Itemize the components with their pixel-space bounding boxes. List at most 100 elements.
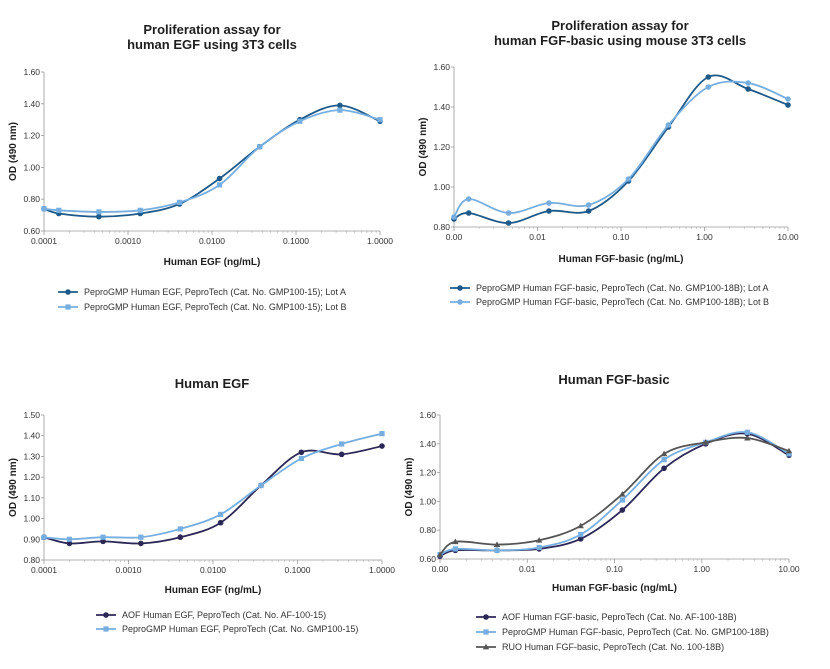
x-axis-label: Human FGF-basic (ng/mL) — [559, 254, 684, 265]
chart-4: Human FGF-basic 0.60 0.80 1.00 1.20 1.40 1.60 0… — [404, 372, 800, 652]
y-tick-label: 1.20 — [23, 131, 40, 141]
data-point — [619, 497, 625, 503]
x-tick-label: 0.1000 — [283, 236, 309, 246]
legend-swatch-marker — [103, 612, 109, 618]
series-line — [43, 445, 383, 545]
legend-entry: PeproGMP Human EGF, PeproTech (Cat. No. … — [58, 287, 346, 297]
data-point — [377, 117, 383, 123]
data-point — [216, 175, 223, 182]
series-1 — [451, 74, 791, 226]
x-tick-label: 0.1000 — [285, 565, 311, 575]
legend-entry: AOF Human EGF, PeproTech (Cat. No. AF-10… — [96, 610, 326, 620]
chart-title: Human EGF — [175, 376, 249, 391]
x-tick-label: 0.00 — [446, 232, 463, 242]
data-point — [465, 210, 472, 216]
legend-entry: PeproGMP Human FGF-basic, PeproTech (Cat… — [476, 627, 769, 637]
data-point — [745, 80, 751, 86]
chart-title: Human FGF-basic — [558, 372, 669, 387]
y-tick-label: 0.80 — [23, 194, 40, 204]
y-tick-label: 1.00 — [433, 182, 450, 192]
data-point — [258, 482, 264, 489]
data-point — [379, 443, 385, 449]
y-axis-label: OD (490 nm) — [8, 458, 19, 517]
x-tick-label: 0.0010 — [115, 236, 141, 246]
chart-title: human EGF using 3T3 cells — [127, 37, 297, 52]
x-tick-label: 0.10 — [606, 564, 623, 574]
y-tick-label: 0.80 — [23, 555, 40, 565]
data-point — [339, 441, 345, 447]
data-point — [665, 122, 672, 128]
x-tick-label: 0.01 — [519, 564, 536, 574]
data-point — [705, 74, 712, 80]
data-point — [585, 202, 592, 208]
data-point — [745, 86, 751, 92]
series-line — [43, 432, 383, 541]
x-tick-label: 0.0010 — [116, 565, 142, 575]
data-point — [660, 450, 668, 457]
x-tick-label: 10.00 — [777, 232, 799, 242]
legend-label: PeproGMP Human FGF-basic, PeproTech (Cat… — [502, 627, 769, 637]
chart-title: Proliferation assay for — [143, 22, 280, 37]
x-tick-label: 1.0000 — [367, 236, 393, 246]
legend-label: PeproGMP Human FGF-basic, PeproTech (Cat… — [476, 283, 768, 293]
series-2 — [451, 80, 791, 220]
x-tick-label: 0.0001 — [31, 565, 57, 575]
series-line — [43, 109, 381, 213]
y-tick-label: 1.60 — [419, 410, 436, 420]
y-tick-label: 1.20 — [419, 468, 436, 478]
y-axis-label: OD (490 nm) — [418, 118, 429, 177]
series-line — [453, 74, 789, 224]
data-point — [505, 220, 512, 226]
y-tick-label: 0.80 — [419, 525, 436, 535]
y-tick-label: 1.20 — [23, 472, 40, 482]
data-point — [535, 537, 543, 543]
data-point — [177, 526, 183, 532]
y-tick-label: 1.20 — [433, 142, 450, 152]
legend-label: PeproGMP Human EGF, PeproTech (Cat. No. … — [84, 302, 346, 312]
x-tick-label: 1.00 — [693, 564, 710, 574]
data-point — [41, 534, 47, 540]
data-point — [452, 538, 459, 545]
data-point — [138, 540, 144, 547]
data-point — [337, 107, 343, 113]
data-point — [619, 507, 626, 513]
data-point — [744, 429, 750, 435]
data-point — [96, 213, 102, 220]
data-point — [100, 538, 106, 545]
data-point — [465, 196, 472, 202]
y-tick-label: 1.40 — [23, 431, 40, 441]
data-point — [100, 534, 106, 540]
data-point — [436, 551, 444, 558]
series-2 — [41, 431, 385, 542]
data-point — [546, 200, 552, 206]
legend-swatch-marker — [482, 643, 490, 650]
data-point — [493, 541, 501, 547]
data-point — [137, 207, 143, 213]
series-2 — [41, 107, 383, 215]
legend-label: PeproGMP Human FGF-basic, PeproTech (Cat… — [476, 297, 769, 307]
x-tick-label: 1.00 — [696, 232, 713, 242]
data-point — [619, 491, 626, 497]
legend-entry: AOF Human FGF-basic, PeproTech (Cat. No.… — [476, 612, 737, 622]
x-axis-label: Human FGF-basic (ng/mL) — [552, 583, 677, 594]
data-point — [337, 102, 343, 109]
x-tick-label: 0.0001 — [31, 236, 57, 246]
y-tick-label: 1.00 — [23, 514, 40, 524]
series-line — [439, 432, 790, 558]
data-point — [505, 210, 512, 216]
data-point — [66, 540, 73, 547]
data-point — [379, 431, 385, 437]
data-point — [451, 214, 457, 220]
legend-swatch-marker — [457, 299, 463, 305]
data-point — [661, 457, 667, 463]
data-point — [744, 434, 751, 441]
y-tick-label: 0.60 — [419, 554, 436, 564]
legend-label: AOF Human FGF-basic, PeproTech (Cat. No.… — [502, 612, 737, 622]
legend-swatch-marker — [457, 285, 463, 291]
x-tick-label: 0.10 — [613, 232, 630, 242]
data-point — [546, 208, 552, 214]
y-axis-label: OD (490 nm) — [8, 122, 19, 181]
x-tick-label: 0.0100 — [200, 565, 226, 575]
data-point — [138, 534, 144, 540]
